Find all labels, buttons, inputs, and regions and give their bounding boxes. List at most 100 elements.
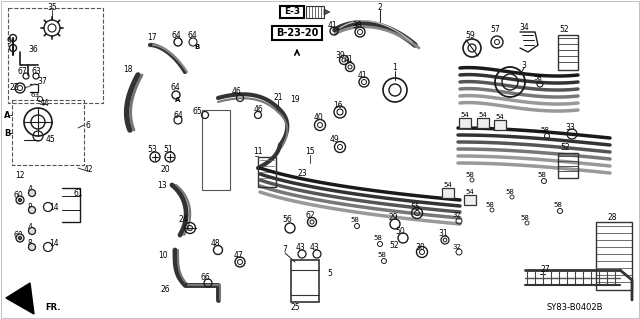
Text: 37: 37	[37, 78, 47, 86]
Text: 64: 64	[170, 84, 180, 93]
Bar	[558, 153, 578, 178]
Text: 64: 64	[187, 31, 197, 40]
Text: 58: 58	[538, 172, 547, 178]
Text: 35: 35	[47, 3, 57, 11]
Text: B: B	[195, 44, 200, 50]
Circle shape	[16, 234, 24, 242]
Text: 17: 17	[147, 33, 157, 42]
Circle shape	[29, 243, 35, 250]
Text: 38: 38	[352, 20, 362, 29]
Text: 25: 25	[290, 302, 300, 311]
Text: 51: 51	[163, 145, 173, 154]
Text: 54: 54	[479, 112, 488, 118]
Text: 12: 12	[15, 170, 25, 180]
Bar	[596, 222, 632, 290]
Text: 45: 45	[45, 136, 55, 145]
Text: 53: 53	[147, 145, 157, 154]
Text: 61: 61	[73, 189, 83, 197]
Text: 2: 2	[378, 3, 382, 11]
Circle shape	[19, 236, 22, 240]
Text: 14: 14	[49, 203, 59, 211]
Text: 55: 55	[410, 203, 420, 211]
Text: 64: 64	[171, 31, 181, 40]
Circle shape	[29, 206, 35, 213]
Text: 32: 32	[452, 212, 461, 218]
Text: 36: 36	[28, 46, 38, 55]
Text: 50: 50	[395, 227, 405, 236]
Text: A: A	[4, 110, 10, 120]
Text: 60: 60	[13, 190, 23, 199]
Text: 26: 26	[160, 286, 170, 294]
Text: 39: 39	[335, 50, 345, 60]
Text: A: A	[175, 97, 180, 103]
Text: 27: 27	[540, 265, 550, 275]
Text: 33: 33	[565, 123, 575, 132]
Text: 9: 9	[6, 38, 12, 47]
Text: 63: 63	[31, 92, 40, 98]
Bar	[272, 26, 322, 40]
Text: 49: 49	[330, 136, 340, 145]
Bar	[12, 100, 84, 165]
Text: 13: 13	[157, 181, 167, 189]
Text: 8: 8	[28, 203, 33, 211]
Text: 20: 20	[160, 166, 170, 174]
Bar	[258, 157, 276, 187]
Text: SY83-B0402B: SY83-B0402B	[547, 303, 604, 313]
Text: 44: 44	[39, 99, 49, 108]
Text: 58: 58	[520, 215, 529, 221]
Bar	[464, 195, 476, 205]
Text: 58: 58	[374, 235, 383, 241]
Text: 24: 24	[178, 216, 188, 225]
Text: 58: 58	[465, 172, 474, 178]
Text: 58: 58	[534, 75, 543, 81]
Text: 1: 1	[392, 63, 397, 72]
Text: 46: 46	[253, 106, 263, 115]
Bar	[477, 118, 489, 128]
Text: 46: 46	[231, 87, 241, 97]
Text: 47: 47	[233, 250, 243, 259]
Text: 54: 54	[495, 114, 504, 120]
Text: 56: 56	[282, 216, 292, 225]
Circle shape	[19, 198, 22, 202]
Circle shape	[29, 189, 35, 197]
Text: 7: 7	[283, 246, 287, 255]
Bar	[8, 8, 103, 103]
Text: E-3: E-3	[284, 8, 300, 17]
Text: 16: 16	[333, 100, 343, 109]
Text: B-23-20: B-23-20	[276, 28, 318, 38]
Text: 58: 58	[541, 127, 549, 133]
Text: 54: 54	[466, 189, 474, 195]
Bar	[494, 120, 506, 130]
Text: 65: 65	[192, 108, 202, 116]
Bar	[202, 110, 230, 190]
Text: 30: 30	[415, 242, 425, 251]
Text: 43: 43	[295, 243, 305, 253]
Text: 63: 63	[31, 68, 41, 77]
Text: 11: 11	[253, 147, 263, 157]
Text: 41: 41	[343, 56, 353, 64]
Text: 58: 58	[554, 202, 563, 208]
Bar	[558, 35, 578, 70]
Text: 52: 52	[559, 26, 569, 34]
Text: 59: 59	[465, 31, 475, 40]
Bar	[306, 6, 324, 18]
Text: 48: 48	[210, 239, 220, 248]
Text: 54: 54	[461, 112, 469, 118]
Text: 40: 40	[313, 114, 323, 122]
Text: 3: 3	[522, 61, 527, 70]
Text: 42: 42	[83, 166, 93, 174]
Bar	[442, 188, 454, 198]
Text: 15: 15	[305, 147, 315, 157]
Text: 5: 5	[328, 269, 332, 278]
Text: 57: 57	[490, 26, 500, 34]
Text: 41: 41	[327, 20, 337, 29]
Text: 52: 52	[389, 241, 399, 249]
Text: 58: 58	[351, 217, 360, 223]
Text: 19: 19	[290, 95, 300, 105]
Circle shape	[16, 196, 24, 204]
Text: 54: 54	[444, 182, 452, 188]
Text: 23: 23	[297, 168, 307, 177]
Bar	[459, 118, 471, 128]
Text: 67: 67	[17, 68, 27, 77]
Text: 4: 4	[28, 186, 33, 195]
